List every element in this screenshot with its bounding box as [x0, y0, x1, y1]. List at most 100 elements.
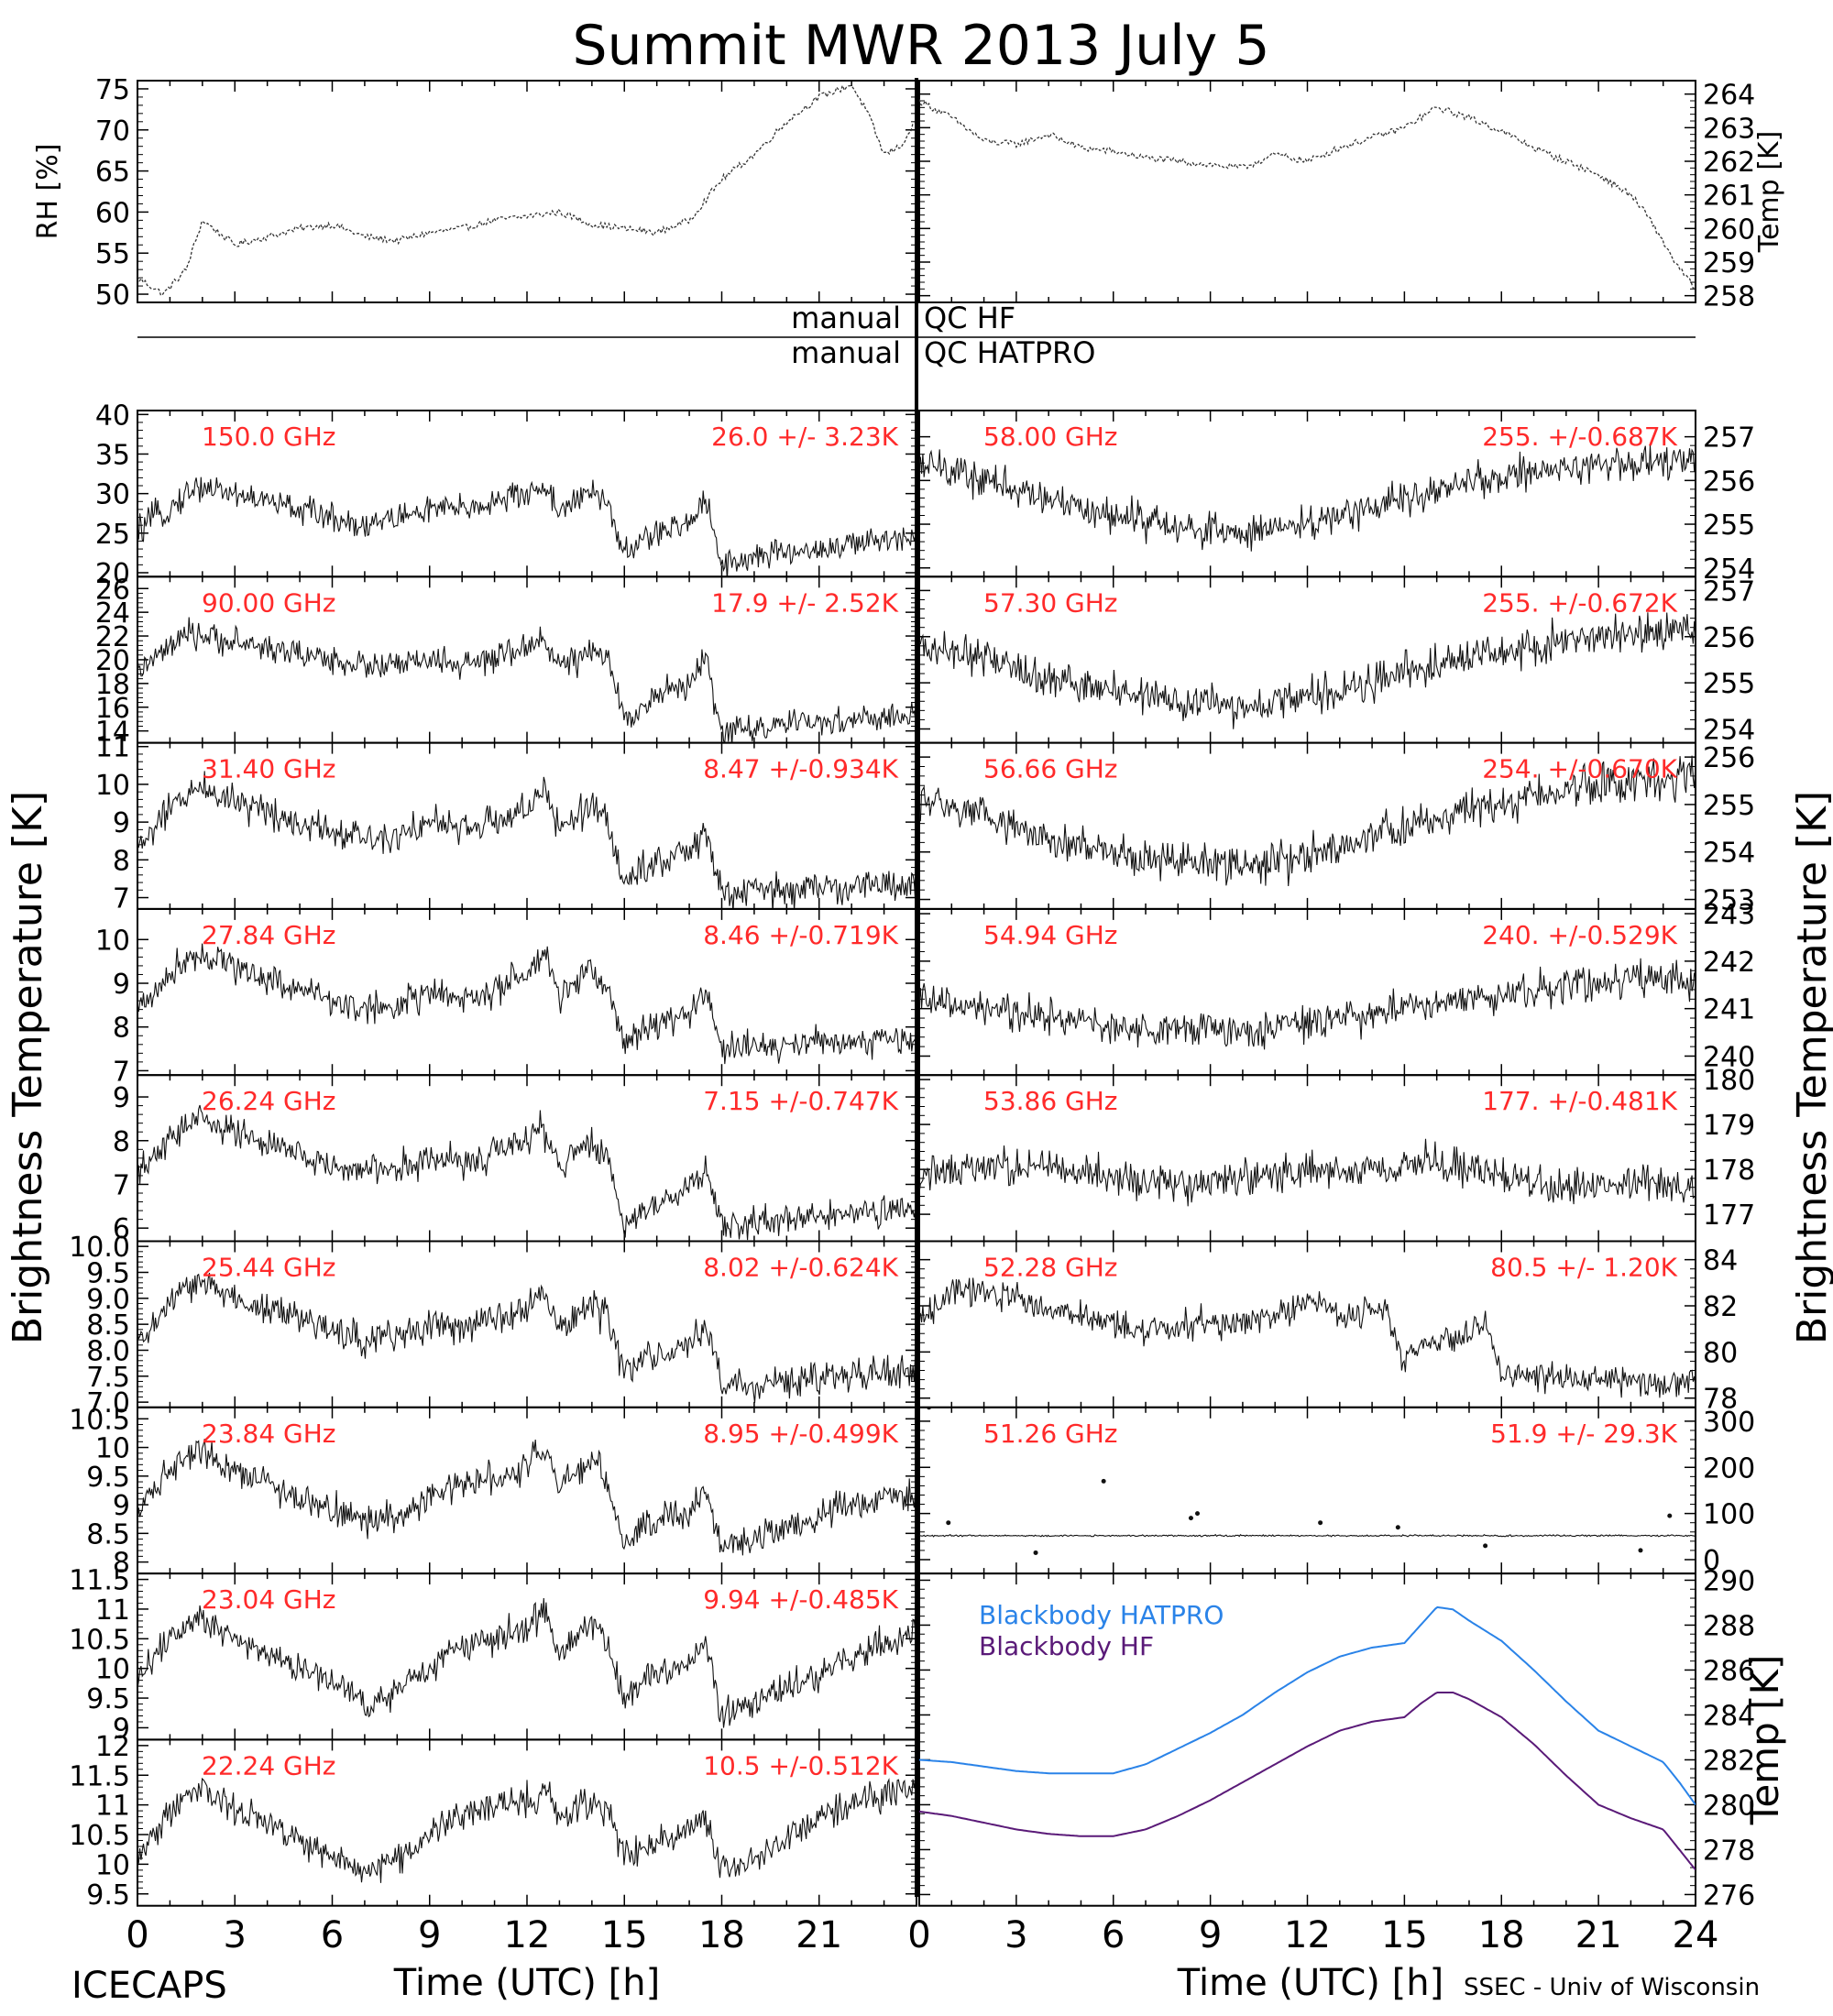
- channel-label: 51.26 GHz: [983, 1419, 1118, 1449]
- panel-ch-25: 7.07.58.08.59.09.510.0 25.44 GHz 8.02 +/-0…: [69, 1232, 917, 1419]
- y-tick-label: 9: [113, 1082, 130, 1114]
- data-series-ch-51: [919, 1533, 1696, 1538]
- channel-label: 58.00 GHz: [983, 422, 1118, 452]
- channel-label: 57.30 GHz: [983, 587, 1118, 618]
- x-tick-label: 3: [1004, 1914, 1027, 1956]
- channel-stat: 255. +/-0.687K: [1482, 422, 1677, 452]
- plot-area: [137, 943, 916, 1065]
- y-tick-label: 255: [1703, 790, 1755, 822]
- y-tick-label: 10.5: [69, 1404, 130, 1436]
- x-tick-label: 12: [1284, 1914, 1331, 1956]
- channel-stat: 80.5 +/- 1.20K: [1490, 1253, 1677, 1283]
- channel-label: 90.00 GHz: [202, 587, 336, 618]
- channel-label: 25.44 GHz: [202, 1253, 336, 1283]
- line-series-blackbody-hatpro: [919, 1605, 1696, 1806]
- qc-hf-label-right: QC HF: [924, 301, 1015, 335]
- y-tick-label: 10.5: [69, 1624, 130, 1656]
- x-axis-title-left: Time (UTC) [h]: [393, 1962, 660, 2004]
- y-tick-label: 10: [95, 1654, 130, 1686]
- outlier-point: [1483, 1543, 1488, 1549]
- y-axis-label-blackbody: Temp [K]: [1742, 1655, 1787, 1826]
- y-tick-label: 260: [1703, 214, 1755, 246]
- y-tick-label: 9.5: [86, 1257, 130, 1289]
- y-tick-label: 7.0: [86, 1387, 130, 1419]
- y-tick-label: 6: [113, 1213, 130, 1245]
- plot-area: [919, 1605, 1696, 1871]
- channel-stat: 177. +/-0.481K: [1482, 1086, 1677, 1116]
- channel-stat: 8.46 +/-0.719K: [703, 920, 898, 950]
- y-tick-label: 7: [113, 883, 130, 915]
- y-tick-label: 9: [113, 1490, 130, 1522]
- x-tick-label: 18: [1478, 1914, 1525, 1956]
- outlier-point: [1638, 1548, 1643, 1553]
- y-tick-label: 255: [1703, 668, 1755, 700]
- channel-stat: 7.15 +/-0.747K: [703, 1086, 898, 1116]
- line-series-rh: [137, 83, 916, 297]
- y-tick-label: 10: [95, 1433, 130, 1465]
- qc-area: manual QC HF manual QC HATPRO: [137, 301, 1696, 370]
- y-tick-label: 11: [95, 1791, 130, 1823]
- footer-right: SSEC - Univ of Wisconsin: [1464, 1974, 1760, 2001]
- y-axis-label-temp: Temp [K]: [1753, 131, 1785, 254]
- x-tick-label: 0: [126, 1914, 148, 1956]
- y-tick-label: 60: [95, 197, 130, 229]
- channel-label: 23.84 GHz: [202, 1419, 336, 1449]
- data-series-ch-53: [919, 1138, 1696, 1207]
- y-tick-label: 84: [1703, 1245, 1738, 1277]
- y-tick-label: 254: [1703, 714, 1755, 746]
- y-tick-label: 290: [1703, 1565, 1755, 1597]
- y-tick-label: 8.5: [86, 1309, 130, 1342]
- y-tick-label: 286: [1703, 1655, 1755, 1687]
- plot-area: [137, 1777, 916, 1883]
- y-tick-label: 7.5: [86, 1362, 130, 1394]
- data-series-ch-57: [919, 612, 1696, 729]
- x-tick-label: 6: [1102, 1914, 1125, 1956]
- y-axis-label-rh: RH [%]: [32, 144, 64, 240]
- y-tick-label: 0: [1703, 1545, 1720, 1577]
- line-series-blackbody-hf: [919, 1692, 1696, 1871]
- x-tick-label: 12: [504, 1914, 551, 1956]
- x-tick-label: 24: [1673, 1914, 1719, 1956]
- panel-ch-57: 254 255 256 257 57.30 GHz 255. +/-0.672K: [918, 575, 1755, 746]
- y-tick-label: 9.5: [86, 1879, 130, 1912]
- y-tick-label: 10: [95, 1849, 130, 1881]
- y-tick-label: 180: [1703, 1065, 1755, 1097]
- y-tick-label: 177: [1703, 1200, 1755, 1232]
- y-tick-label: 254: [1703, 838, 1755, 870]
- x-tick-label: 9: [1199, 1914, 1222, 1956]
- x-tick-label: 9: [418, 1914, 441, 1956]
- y-tick-label: 9: [113, 807, 130, 839]
- y-tick-label: 8.5: [86, 1518, 130, 1550]
- channel-stat: 254. +/-0.670K: [1482, 754, 1677, 784]
- channel-label: 54.94 GHz: [983, 920, 1118, 950]
- plot-area: [137, 1597, 916, 1728]
- y-tick-label: 7: [113, 1056, 130, 1088]
- y-tick-label: 178: [1703, 1155, 1755, 1187]
- x-tick-label: 18: [698, 1914, 745, 1956]
- data-series-ch-58: [919, 444, 1696, 552]
- y-tick-label: 256: [1703, 466, 1755, 498]
- legend-entry: Blackbody HF: [979, 1631, 1154, 1661]
- y-tick-label: 9.5: [86, 1683, 130, 1715]
- panel-ch-51: 0 100 200 300 51.26 GHz 51.9 +/- 29.3K: [918, 1406, 1755, 1577]
- x-tick-label: 15: [1381, 1914, 1428, 1956]
- channel-label: 23.04 GHz: [202, 1584, 336, 1615]
- plot-area: [137, 83, 916, 297]
- panel-blackbody: 276 278 280 282 284 286 288 290 Blackbody HATPRO…: [918, 1565, 1787, 1912]
- channel-stat: 17.9 +/- 2.52K: [711, 587, 898, 618]
- y-tick-label: 82: [1703, 1291, 1738, 1323]
- y-tick-label: 80: [1703, 1337, 1738, 1369]
- outlier-point: [1667, 1513, 1673, 1518]
- panel-ch-27: 7 8 9 10 27.84 GHz 8.46 +/-0.719K: [95, 907, 917, 1088]
- data-series-ch-90: [137, 617, 916, 743]
- y-tick-label: 70: [95, 115, 130, 148]
- x-tick-label: 3: [224, 1914, 247, 1956]
- y-tick-label: 78: [1703, 1384, 1738, 1416]
- y-tick-label: 8: [113, 1013, 130, 1045]
- data-series-ch-22: [137, 1777, 916, 1883]
- x-axis-labels: 0 3 6 9 12 15 18 21 0 3 6 9 12 15 18 21 24: [126, 1914, 1718, 1956]
- y-tick-label: 10: [95, 770, 130, 802]
